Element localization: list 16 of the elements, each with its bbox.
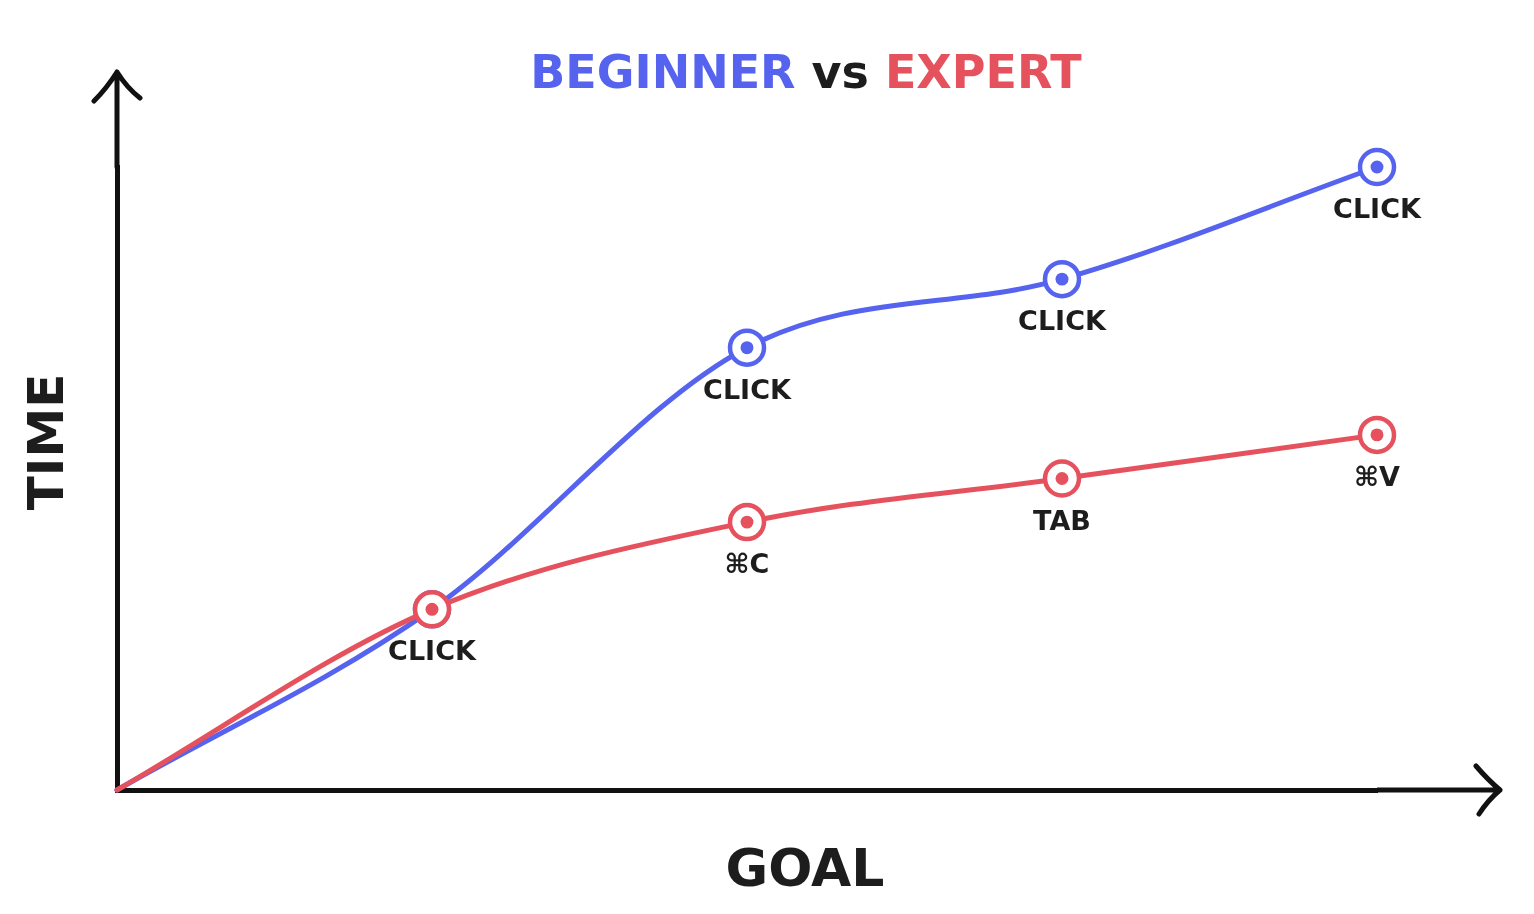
annotation: ⌘V bbox=[1354, 460, 1401, 492]
point bbox=[727, 328, 767, 367]
point bbox=[1042, 459, 1082, 498]
annotation: CLICK bbox=[1018, 305, 1107, 337]
point bbox=[1042, 259, 1082, 299]
point bbox=[1357, 147, 1397, 187]
point bbox=[1357, 415, 1397, 455]
annotation: CLICK bbox=[388, 635, 477, 667]
annotation: CLICK bbox=[1333, 193, 1422, 225]
y-axis-title: TIME bbox=[17, 373, 75, 511]
x-axis-title: GOAL bbox=[725, 838, 885, 898]
annotation: ⌘C bbox=[724, 548, 770, 580]
annotation: CLICK bbox=[703, 373, 792, 405]
annotation: TAB bbox=[1033, 504, 1091, 536]
chart-title: BEGINNER vs EXPERT bbox=[530, 45, 1082, 99]
point bbox=[727, 502, 767, 542]
